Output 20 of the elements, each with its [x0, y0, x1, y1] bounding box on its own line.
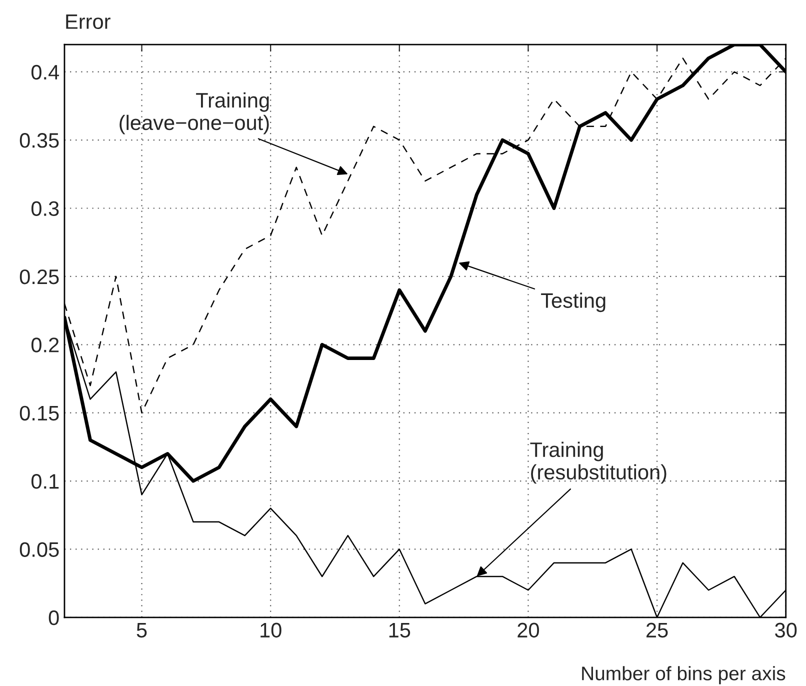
- y-tick-label: 0.2: [31, 338, 59, 352]
- x-tick-label: 25: [646, 622, 668, 638]
- annotation: Testing: [541, 292, 606, 312]
- x-tick-label: 30: [775, 622, 797, 638]
- x-tick-label: 10: [260, 622, 282, 638]
- x-axis-title: Number of bins per axis: [582, 666, 786, 684]
- y-tick-label: 0.3: [31, 201, 59, 216]
- x-tick-label: 5: [136, 623, 147, 638]
- y-tick-label: 0: [48, 610, 59, 626]
- x-tick-label: 15: [389, 623, 410, 638]
- annotation: Training (leave−one−out): [120, 92, 269, 134]
- annotation: Training (resubstitution): [530, 442, 666, 484]
- y-tick-label: 0.1: [31, 474, 59, 489]
- y-tick-label: 0.25: [20, 269, 59, 284]
- y-tick-label: 0.15: [20, 406, 59, 421]
- x-tick-label: 20: [518, 622, 539, 638]
- y-axis-title: Error: [66, 14, 110, 30]
- y-tick-label: 0.35: [20, 133, 59, 148]
- y-tick-label: 0.05: [20, 542, 59, 557]
- y-tick-label: 0.4: [31, 64, 60, 80]
